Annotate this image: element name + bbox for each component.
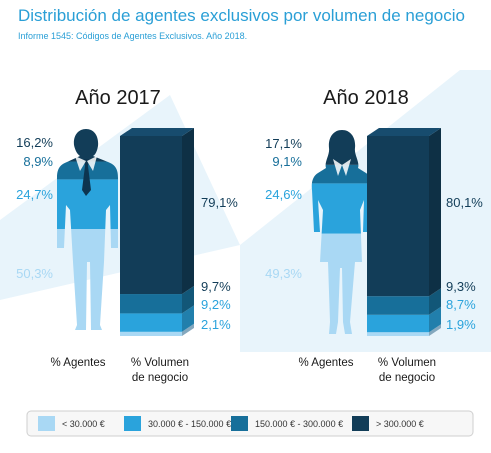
volume-value-label-2018-tier-2: 8,7% (446, 297, 476, 312)
volume-column-top (367, 128, 441, 136)
volume-segment-front-tier-1 (120, 331, 182, 336)
volume-segment-side-tier-2 (429, 306, 441, 333)
volume-segment-side-tier-1 (182, 323, 194, 336)
volume-column-2017 (120, 128, 194, 336)
volume-segment-front-tier-1 (367, 332, 429, 336)
volume-segment-front-tier-4 (120, 136, 182, 295)
volume-segment-side-tier-2 (182, 305, 194, 332)
volume-value-label-2017-tier-4: 79,1% (201, 195, 238, 210)
legend-swatch-tier-1 (38, 416, 55, 431)
caption-volumen-2017-line2: de negocio (132, 372, 188, 384)
caption-agentes-2018: % Agentes (299, 357, 354, 369)
legend-label-tier-2: 30.000 € - 150.000 € (148, 419, 231, 429)
volume-segment-side-tier-3 (429, 288, 441, 315)
caption-volumen-2018-line2: de negocio (379, 372, 435, 384)
volume-segment-side-tier-3 (182, 286, 194, 314)
chart-subtitle: Informe 1545: Códigos de Agentes Exclusi… (18, 31, 248, 41)
agent-value-label-2018-tier-1: 49,3% (265, 266, 302, 281)
caption-volumen-2017-line1: % Volumen (131, 357, 189, 369)
legend: < 30.000 € 30.000 € - 150.000 € 150.000 € … (26, 410, 474, 437)
agent-value-label-2018-tier-2: 24,6% (265, 187, 302, 202)
caption-agentes-2017: % Agentes (51, 357, 106, 369)
volume-value-label-2018-tier-1: 1,9% (446, 317, 476, 332)
agent-value-label-2017-tier-4: 16,2% (16, 135, 53, 150)
legend-label-tier-4: > 300.000 € (376, 419, 424, 429)
tie-icon (82, 159, 91, 196)
volume-segment-side-tier-4 (182, 128, 194, 295)
volume-segment-side-tier-4 (429, 128, 441, 297)
legend-label-tier-1: < 30.000 € (62, 419, 105, 429)
agent-value-label-2017-tier-2: 24,7% (16, 187, 53, 202)
legend-swatch-tier-3 (231, 416, 248, 431)
agent-value-label-2017-tier-1: 50,3% (16, 266, 53, 281)
volume-column-2018 (367, 128, 441, 336)
volume-segment-front-tier-4 (367, 136, 429, 297)
volume-value-label-2017-tier-1: 2,1% (201, 317, 231, 332)
year-label-2018: Año 2018 (323, 87, 409, 109)
volume-value-label-2017-tier-3: 9,7% (201, 279, 231, 294)
volume-segment-front-tier-3 (120, 294, 182, 314)
collar-icon (333, 159, 351, 176)
volume-value-label-2018-tier-4: 80,1% (446, 195, 483, 210)
volume-segment-front-tier-2 (120, 313, 182, 332)
caption-volumen-2018-line1: % Volumen (378, 357, 436, 369)
agent-value-label-2017-tier-3: 8,9% (23, 154, 53, 169)
legend-swatch-tier-4 (352, 416, 369, 431)
legend-swatch-tier-2 (124, 416, 141, 431)
volume-value-label-2017-tier-2: 9,2% (201, 297, 231, 312)
year-label-2017: Año 2017 (75, 87, 161, 109)
volume-segment-front-tier-3 (367, 296, 429, 315)
agent-value-label-2018-tier-3: 9,1% (272, 154, 302, 169)
collar-icon (75, 156, 97, 171)
agent-value-label-2018-tier-4: 17,1% (265, 136, 302, 151)
volume-segment-side-tier-1 (429, 324, 441, 336)
agent-segment-tier-3 (311, 164, 372, 184)
chart-title: Distribución de agentes exclusivos por v… (18, 6, 465, 25)
volume-column-top (120, 128, 194, 136)
volume-value-label-2018-tier-3: 9,3% (446, 279, 476, 294)
volume-segment-front-tier-2 (367, 314, 429, 333)
legend-label-tier-3: 150.000 € - 300.000 € (255, 419, 343, 429)
